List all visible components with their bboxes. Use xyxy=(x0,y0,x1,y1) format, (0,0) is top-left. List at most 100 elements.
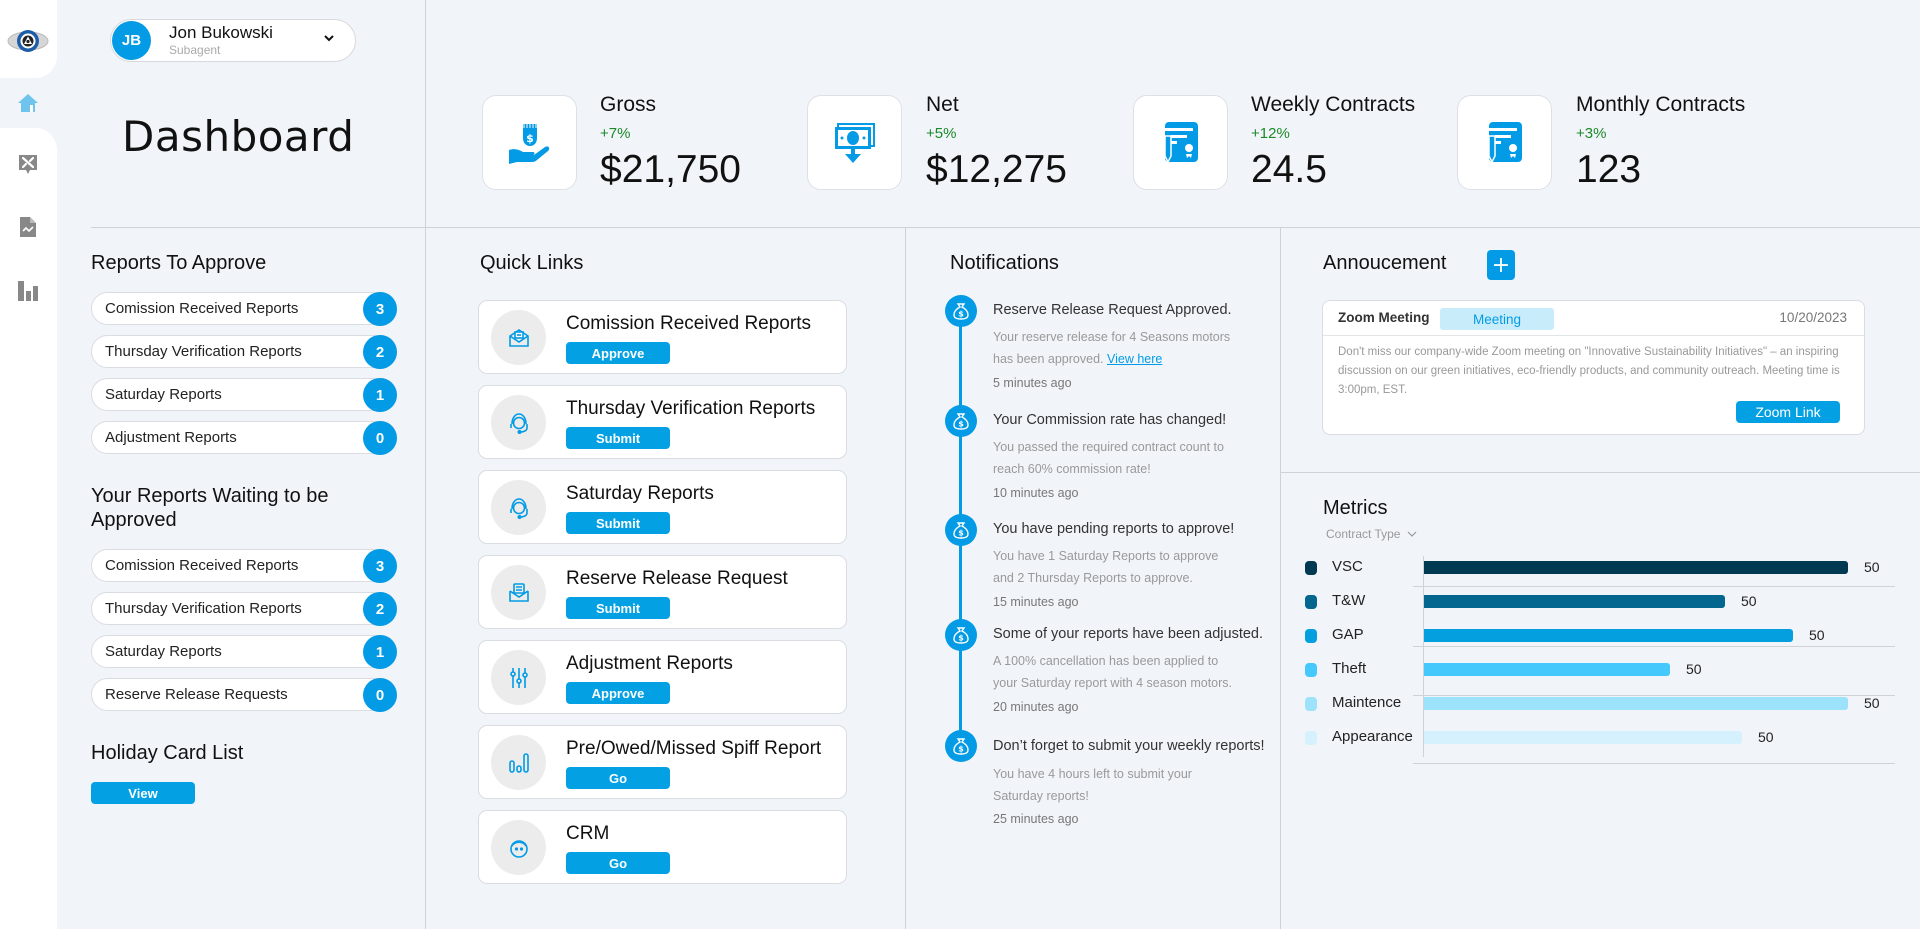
sidebar-nav-area xyxy=(0,128,57,929)
announcement-body: Don't miss our company-wide Zoom meeting… xyxy=(1338,346,1840,396)
waiting-item-commission[interactable]: Comission Received Reports 3 xyxy=(91,549,397,583)
notification-body-line: and 2 Thursday Reports to approve. xyxy=(993,571,1193,585)
quick-link-title: Pre/Owed/Missed Spiff Report xyxy=(566,738,822,759)
page-title: Dashboard xyxy=(122,112,355,161)
pill-label: Adjustment Reports xyxy=(105,429,237,446)
legend-label: GAP xyxy=(1332,626,1364,643)
kpi-value: 123 xyxy=(1576,148,1642,191)
money-bag-icon: $ xyxy=(953,303,969,320)
quick-link-go-button[interactable]: Go xyxy=(566,767,670,789)
legend-swatch xyxy=(1305,595,1317,609)
divider xyxy=(425,0,426,929)
money-bag-icon: $ xyxy=(953,738,969,755)
quick-link-go-button[interactable]: Go xyxy=(566,852,670,874)
reports-waiting-title-line2: Approved xyxy=(91,509,177,531)
quick-link-submit-button[interactable]: Submit xyxy=(566,512,670,534)
count-badge: 2 xyxy=(363,592,397,626)
bar-chart-icon xyxy=(18,281,38,301)
kpi-label: Gross xyxy=(600,93,657,116)
tools-icon xyxy=(19,155,37,174)
notifications-title: Notifications xyxy=(950,252,1059,274)
notification-dot: $ xyxy=(945,405,977,437)
reports-to-approve-title: Reports To Approve xyxy=(91,252,267,274)
holiday-card-title: Holiday Card List xyxy=(91,742,244,764)
reports-waiting-title-line1: Your Reports Waiting to be xyxy=(91,485,329,507)
waiting-item-reserve-release[interactable]: Reserve Release Requests 0 xyxy=(91,678,397,712)
sidebar-item-reports[interactable] xyxy=(16,215,40,239)
gridline xyxy=(1413,763,1895,764)
kpi-icon-box xyxy=(1133,95,1228,190)
quick-link-submit-button[interactable]: Submit xyxy=(566,427,670,449)
quick-link-icon-circle xyxy=(491,310,546,365)
sidebar-logo-area xyxy=(0,0,57,78)
contract-icon xyxy=(1487,121,1522,164)
quick-link-title: Adjustment Reports xyxy=(566,653,733,674)
approve-item-commission[interactable]: Comission Received Reports 3 xyxy=(91,292,397,326)
quick-links-title: Quick Links xyxy=(480,252,584,274)
bar-appearance xyxy=(1424,731,1742,744)
notification-time: 5 minutes ago xyxy=(993,376,1072,390)
gridline xyxy=(1413,646,1895,647)
user-face-icon xyxy=(509,839,528,858)
chevron-down-icon xyxy=(324,35,334,42)
count-badge: 2 xyxy=(363,335,397,369)
notification-time: 20 minutes ago xyxy=(993,700,1079,714)
kpi-value: $12,275 xyxy=(926,148,1067,191)
quick-link-approve-button[interactable]: Approve xyxy=(566,682,670,704)
approve-item-thursday[interactable]: Thursday Verification Reports 2 xyxy=(91,335,397,369)
quick-link-title: Comission Received Reports xyxy=(566,313,811,334)
notification-body: A 100% cancellation has been applied to … xyxy=(993,650,1253,694)
sidebar-item-tools[interactable] xyxy=(16,153,40,177)
approve-item-saturday[interactable]: Saturday Reports 1 xyxy=(91,378,397,412)
notification-body-line: Your reserve release for 4 Seasons motor… xyxy=(993,330,1231,344)
notification-body-line: A 100% cancellation has been applied to xyxy=(993,654,1219,668)
notification-body-line: has been approved. View here xyxy=(993,348,1253,370)
notification-body: You have 1 Saturday Reports to approve a… xyxy=(993,545,1253,589)
announcement-tag: Meeting xyxy=(1440,308,1554,330)
contract-type-dropdown[interactable]: Contract Type xyxy=(1326,527,1417,541)
sidebar-item-analytics[interactable] xyxy=(16,279,40,303)
quick-link-title: Thursday Verification Reports xyxy=(566,398,816,419)
quick-link-title: Saturday Reports xyxy=(566,483,714,504)
svg-text:$: $ xyxy=(958,529,964,538)
mail-document-icon xyxy=(508,582,529,602)
waiting-item-thursday[interactable]: Thursday Verification Reports 2 xyxy=(91,592,397,626)
notification-body-line: your Saturday report with 4 season motor… xyxy=(993,676,1233,690)
bar-value-label: 50 xyxy=(1686,661,1702,677)
legend-swatch xyxy=(1305,663,1317,677)
kpi-delta: +5% xyxy=(926,125,957,142)
svg-text:$: $ xyxy=(958,420,964,429)
quick-link-approve-button[interactable]: Approve xyxy=(566,342,670,364)
notification-body-text: has been approved. xyxy=(993,352,1104,366)
notification-body-line: reach 60% commission rate! xyxy=(993,462,1151,476)
add-announcement-button[interactable]: + xyxy=(1487,250,1515,280)
kpi-label: Net xyxy=(926,93,959,116)
bar-value-label: 50 xyxy=(1864,695,1880,711)
bar-theft xyxy=(1424,663,1670,676)
user-menu[interactable]: JB Jon Bukowski Subagent xyxy=(110,19,356,62)
legend-swatch xyxy=(1305,629,1317,643)
kpi-value: 24.5 xyxy=(1251,148,1327,191)
bar-value-label: 50 xyxy=(1758,729,1774,745)
zoom-link-button[interactable]: Zoom Link xyxy=(1736,401,1840,423)
sidebar-item-home[interactable] xyxy=(16,91,40,115)
notification-title: Don’t forget to submit your weekly repor… xyxy=(993,738,1265,754)
legend-label: Theft xyxy=(1332,660,1367,677)
svg-text:$: $ xyxy=(958,634,964,643)
view-here-link[interactable]: View here xyxy=(1107,352,1163,366)
notification-dot: $ xyxy=(945,619,977,651)
quick-link-submit-button[interactable]: Submit xyxy=(566,597,670,619)
bar-maintence xyxy=(1424,697,1848,710)
quick-link-title: CRM xyxy=(566,823,610,844)
holiday-view-button[interactable]: View xyxy=(91,782,195,804)
quick-link-title: Reserve Release Request xyxy=(566,568,788,589)
count-badge: 1 xyxy=(363,378,397,412)
approve-item-adjustment[interactable]: Adjustment Reports 0 xyxy=(91,421,397,455)
notification-time: 25 minutes ago xyxy=(993,812,1079,826)
waiting-item-saturday[interactable]: Saturday Reports 1 xyxy=(91,635,397,669)
pill-label: Reserve Release Requests xyxy=(105,686,288,703)
pill-label: Comission Received Reports xyxy=(105,300,299,317)
bar-gap xyxy=(1424,629,1793,642)
notification-dot: $ xyxy=(945,514,977,546)
home-icon xyxy=(18,94,38,112)
